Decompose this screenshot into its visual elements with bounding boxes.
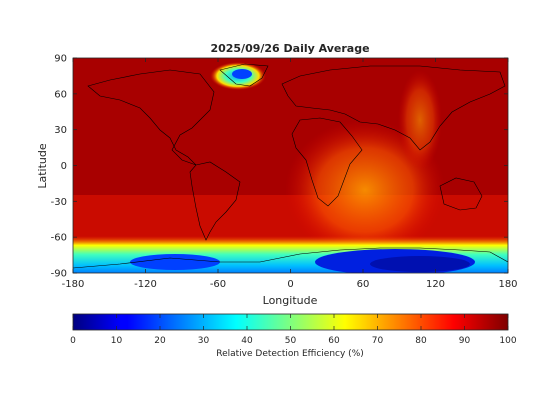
africa-coast [291, 117, 363, 207]
greenland-core [232, 69, 252, 79]
map-plot-area [73, 58, 508, 273]
y-tick-label: 60 [54, 89, 67, 100]
colorbar-tick-label: 10 [111, 336, 123, 346]
x-tick-label: -180 [62, 279, 85, 290]
y-tick-label: -90 [51, 269, 67, 280]
northern-plume-region [398, 70, 442, 170]
x-axis: -180 -120 -60 0 60 120 180 [62, 58, 518, 290]
colorbar-tick-label: 100 [499, 336, 516, 346]
eurasia-coast [281, 65, 506, 151]
colorbar-tick-label: 50 [285, 336, 297, 346]
x-tick-label: 0 [287, 279, 293, 290]
colorbar-tick-label: 0 [70, 336, 76, 346]
colorbar-tick-label: 20 [154, 336, 166, 346]
x-tick-label: 60 [357, 279, 370, 290]
y-tick-label: -30 [51, 197, 67, 208]
colorbar-tick-label: 60 [328, 336, 340, 346]
coastlines [73, 63, 508, 269]
colorbar-tick-label: 80 [415, 336, 427, 346]
north-america-coast [87, 69, 215, 166]
y-tick-label: 30 [54, 125, 67, 136]
y-axis: -90 -60 -30 0 30 60 90 [51, 54, 508, 280]
x-axis-label: Longitude [263, 294, 318, 307]
y-tick-label: 90 [54, 54, 67, 65]
australia-coast [439, 177, 483, 211]
x-tick-label: 120 [426, 279, 445, 290]
south-america-coast [189, 161, 241, 241]
x-tick-label: -120 [134, 279, 157, 290]
greenland-coast [219, 63, 269, 87]
colorbar-tick-label: 70 [372, 336, 384, 346]
antarctica-coast [73, 247, 508, 269]
x-tick-label: 180 [498, 279, 517, 290]
x-tick-label: -60 [210, 279, 226, 290]
chart-title: 2025/09/26 Daily Average [210, 42, 369, 55]
colorbar-tick-label: 40 [241, 336, 253, 346]
colorbar-label: Relative Detection Efficiency (%) [216, 349, 364, 359]
y-tick-label: 0 [61, 161, 67, 172]
colorbar-tick-label: 90 [459, 336, 471, 346]
antarctic-minimum-core [370, 256, 470, 272]
pacific-south-region [130, 254, 220, 270]
y-tick-label: -60 [51, 233, 67, 244]
colorbar-tick-label: 30 [198, 336, 210, 346]
y-axis-label: Latitude [36, 143, 49, 189]
colorbar-ticks: 0 10 20 30 40 50 60 70 80 90 100 [70, 314, 517, 346]
